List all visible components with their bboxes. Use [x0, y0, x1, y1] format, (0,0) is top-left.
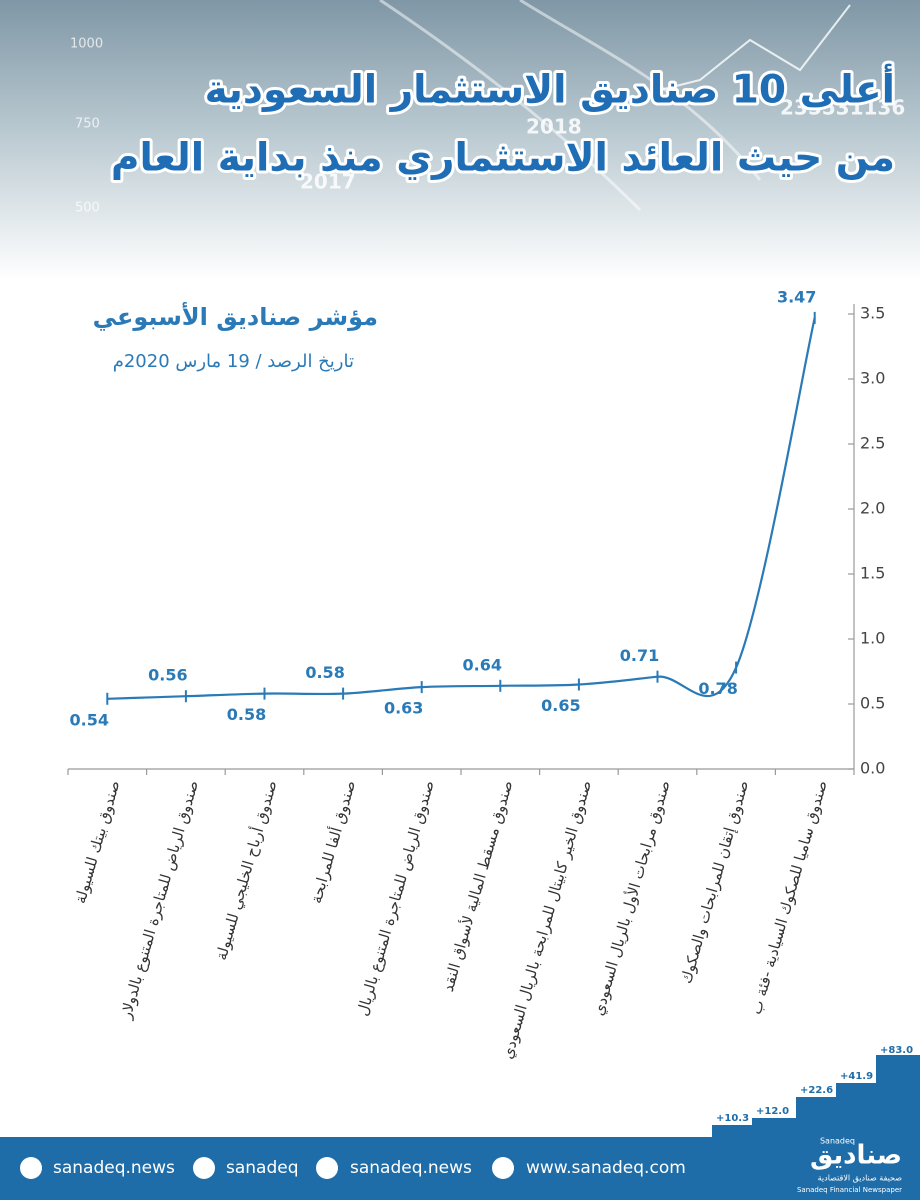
value-label: 0.58	[305, 663, 344, 682]
step-label: +12.0	[756, 1106, 789, 1117]
background-text: 750	[75, 117, 100, 132]
footer-link[interactable]: www.sanadeq.com	[526, 1158, 686, 1178]
step-label: +10.3	[716, 1113, 749, 1124]
header-decoration	[379, 0, 762, 212]
logo-latin: Sanadeq	[820, 1137, 855, 1146]
value-label: 0.54	[70, 710, 109, 729]
instagram-icon	[316, 1157, 338, 1179]
logo: صناديق	[810, 1141, 902, 1171]
chart-title: مؤشر صناديق الأسبوعي	[93, 302, 378, 331]
value-label: 0.78	[698, 679, 737, 698]
page-title: من حيث العائد الاستثماري منذ بداية العام	[111, 136, 895, 181]
background-text: 2018	[526, 115, 582, 139]
header-decoration	[659, 4, 851, 91]
y-tick-label: 2.0	[860, 499, 885, 518]
data-line	[107, 317, 816, 700]
value-label: 0.65	[541, 696, 580, 715]
plot: 0.0 0.5 1.0 1.5 2.0 2.5 3.0 3.5 0.54 0.56 0.58 0.58…	[67, 287, 885, 1061]
step-label: +41.9	[840, 1071, 873, 1082]
x-tick-label: صندوق مسقط المالية لأسواق النقد	[438, 778, 517, 994]
twitter-icon	[193, 1157, 215, 1179]
value-label: 0.63	[384, 699, 423, 718]
y-tick-label: 2.5	[860, 434, 885, 453]
facebook-icon	[20, 1157, 42, 1179]
y-tick-label: 3.0	[860, 369, 885, 388]
y-tick-label: 1.0	[860, 629, 885, 648]
tagline: صحيفة صناديق الاقتصادية	[818, 1174, 903, 1183]
value-label: 0.64	[463, 655, 502, 674]
tagline-latin: Sanadeq Financial Newspaper	[797, 1186, 902, 1194]
x-tick-label: صندوق بيتك للسيولة	[71, 778, 123, 905]
footer-bar	[0, 1137, 920, 1200]
y-tick-label: 1.5	[860, 564, 885, 583]
x-tick-label: صندوق الخير كابيتال للمرابحة بالريال الس…	[498, 778, 596, 1061]
steps: +10.3 +12.0 +22.6 +41.9 +83.0	[712, 1045, 920, 1137]
value-label: 0.56	[148, 666, 187, 685]
value-label: 0.71	[620, 646, 659, 665]
header-background	[0, 0, 920, 280]
footer-link[interactable]: sanadeq	[226, 1158, 299, 1178]
background-text: 2017	[300, 170, 356, 194]
value-label: 3.47	[777, 287, 816, 306]
background-text: 500	[75, 201, 100, 216]
y-tick-label: 3.5	[860, 304, 885, 323]
background-text: 235531136	[780, 96, 905, 120]
footer-link[interactable]: sanadeq.news	[53, 1158, 175, 1178]
value-label: 0.58	[227, 705, 266, 724]
x-tick-label: صندوق ألفا للمرابحة	[306, 778, 359, 905]
y-tick-label: 0.0	[860, 759, 885, 778]
background-text: 1000	[70, 37, 103, 52]
chart-subtitle: تاريخ الرصد / 19 مارس 2020م	[113, 351, 354, 372]
x-tick-label: صندوق إتقان للمرابحات والصكوك	[677, 778, 752, 985]
footer-link[interactable]: sanadeq.news	[350, 1158, 472, 1178]
x-tick-label: صندوق الرياض للمتاجرة المتنوع بالدولار	[116, 778, 202, 1021]
x-tick-label: صندوق الرياض للمتاجرة المتنوع بالريال	[353, 778, 438, 1018]
x-tick-label: صندوق أرباح الخليجي للسيولة	[211, 778, 282, 962]
step-label: +83.0	[880, 1045, 913, 1056]
x-tick-label: صندوق ساميا للصكوك السيادية -فئة ب	[747, 778, 831, 1016]
x-tick-label: صندوق مرابحات الأول بالريال السعودي	[588, 778, 674, 1018]
page-title: أعلى 10 صناديق الاستثمار السعودية	[205, 64, 895, 113]
y-tick-label: 0.5	[860, 694, 885, 713]
step-label: +22.6	[800, 1085, 833, 1096]
web-icon	[492, 1157, 514, 1179]
